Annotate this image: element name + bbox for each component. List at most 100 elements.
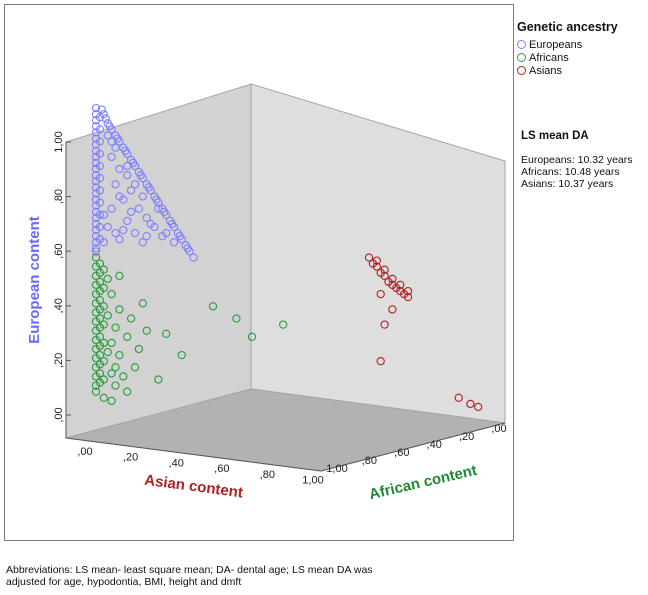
data-point-europeans bbox=[146, 219, 155, 229]
data-point-europeans bbox=[101, 114, 110, 123]
data-point-africans bbox=[208, 302, 218, 311]
ls-mean-africans: Africans: 10.48 years bbox=[521, 166, 620, 178]
y-tick-label: ,00 bbox=[53, 407, 65, 422]
data-point-africans bbox=[119, 372, 128, 381]
legend-title: Genetic ancestry bbox=[517, 20, 618, 34]
data-point-africans bbox=[99, 357, 108, 366]
legend-label: Europeans bbox=[529, 38, 583, 51]
chart-frame bbox=[4, 4, 514, 541]
z-tick-label: ,60 bbox=[394, 447, 409, 459]
data-point-europeans bbox=[99, 238, 108, 247]
data-point-africans bbox=[162, 329, 171, 338]
data-point-europeans bbox=[138, 192, 147, 201]
data-point-africans bbox=[107, 369, 116, 378]
x-tick-label: ,40 bbox=[169, 457, 184, 469]
ls-mean-title: LS mean DA bbox=[521, 130, 589, 142]
back-wall bbox=[65, 83, 252, 439]
x-tick-label: ,00 bbox=[77, 446, 92, 458]
data-point-africans bbox=[115, 350, 124, 360]
data-point-europeans bbox=[99, 210, 108, 219]
data-point-europeans bbox=[162, 228, 171, 238]
data-point-europeans bbox=[91, 103, 101, 113]
data-point-europeans bbox=[107, 204, 116, 213]
data-point-europeans bbox=[95, 161, 105, 171]
z-axis-ticks: 1,00 ,80 ,60 ,40 ,20 ,00 bbox=[326, 423, 506, 475]
data-point-africans bbox=[107, 338, 116, 348]
data-point-asians bbox=[396, 280, 405, 290]
data-point-asians bbox=[403, 286, 413, 296]
x-tick-label: ,80 bbox=[260, 469, 275, 481]
data-point-africans bbox=[115, 271, 124, 280]
data-point-asians bbox=[388, 274, 397, 284]
data-point-europeans bbox=[95, 113, 105, 122]
footnote: Abbreviations: LS mean- least square mea… bbox=[6, 564, 566, 588]
data-point-africans bbox=[123, 332, 132, 341]
data-point-asians bbox=[388, 305, 397, 314]
data-point-europeans bbox=[105, 122, 114, 131]
data-point-europeans bbox=[126, 207, 136, 216]
data-point-africans bbox=[95, 332, 105, 341]
data-point-europeans bbox=[111, 143, 120, 152]
data-point-africans bbox=[111, 323, 120, 332]
data-point-europeans bbox=[154, 204, 163, 213]
data-point-europeans bbox=[189, 253, 198, 262]
z-tick-label: ,00 bbox=[491, 423, 506, 435]
data-point-africans bbox=[154, 375, 163, 384]
data-point-africans bbox=[99, 338, 108, 348]
data-point-africans bbox=[123, 387, 132, 396]
data-point-europeans bbox=[130, 228, 140, 238]
data-point-europeans bbox=[91, 247, 101, 256]
data-point-europeans bbox=[95, 174, 105, 183]
circle-marker-icon bbox=[517, 40, 526, 49]
data-point-africans bbox=[142, 326, 151, 335]
data-point-asians bbox=[376, 357, 385, 366]
data-point-europeans bbox=[115, 235, 124, 244]
data-point-europeans bbox=[103, 131, 112, 140]
footnote-line: adjusted for age, hypodontia, BMI, heigh… bbox=[6, 576, 242, 588]
data-point-europeans bbox=[126, 186, 136, 195]
data-point-asians bbox=[403, 292, 413, 302]
data-point-africans bbox=[91, 387, 101, 396]
data-point-africans bbox=[134, 344, 144, 354]
data-point-europeans bbox=[169, 238, 179, 247]
legend-item-africans: Africans bbox=[517, 51, 647, 64]
data-point-africans bbox=[107, 396, 116, 406]
data-point-africans bbox=[95, 277, 105, 287]
data-point-europeans bbox=[121, 146, 130, 155]
data-point-europeans bbox=[119, 225, 128, 235]
x-tick-label: ,60 bbox=[214, 463, 229, 475]
data-point-europeans bbox=[95, 222, 105, 232]
z-tick-label: ,40 bbox=[427, 439, 442, 451]
data-point-asians bbox=[380, 271, 389, 280]
data-point-africans bbox=[95, 350, 105, 360]
x-axis-line bbox=[65, 437, 322, 472]
data-point-africans bbox=[138, 299, 147, 308]
ls-mean-europeans: Europeans: 10.32 years bbox=[521, 154, 633, 166]
data-point-africans bbox=[126, 314, 136, 323]
data-point-africans bbox=[232, 314, 241, 323]
data-point-africans bbox=[99, 265, 108, 274]
ls-mean-box: LS mean DA Europeans: 10.32 years Africa… bbox=[521, 130, 648, 190]
data-point-europeans bbox=[107, 137, 116, 146]
scatter-plot-3d: ,00 ,20 ,40 ,60 ,80 1,00 European content ,00… bbox=[26, 83, 507, 503]
y-axis-ticks: ,00 ,20 ,40 ,60 ,80 1,00 bbox=[53, 131, 71, 423]
data-point-europeans bbox=[130, 180, 140, 189]
data-point-europeans bbox=[175, 232, 184, 241]
data-point-africans bbox=[99, 375, 108, 384]
data-point-asians bbox=[364, 253, 374, 262]
data-point-africans bbox=[99, 283, 108, 293]
data-point-europeans bbox=[152, 195, 161, 204]
data-points bbox=[91, 103, 483, 412]
x-tick-label: 1,00 bbox=[302, 475, 323, 487]
legend-item-asians: Asians bbox=[517, 64, 647, 77]
data-point-europeans bbox=[138, 238, 147, 247]
legend-label: Asians bbox=[529, 64, 563, 77]
data-point-asians bbox=[454, 393, 463, 402]
data-point-europeans bbox=[167, 219, 177, 229]
data-point-asians bbox=[380, 265, 389, 274]
y-tick-label: ,80 bbox=[53, 189, 65, 204]
data-point-asians bbox=[466, 399, 475, 409]
y-tick-label: ,60 bbox=[53, 244, 65, 259]
data-point-europeans bbox=[144, 183, 153, 192]
